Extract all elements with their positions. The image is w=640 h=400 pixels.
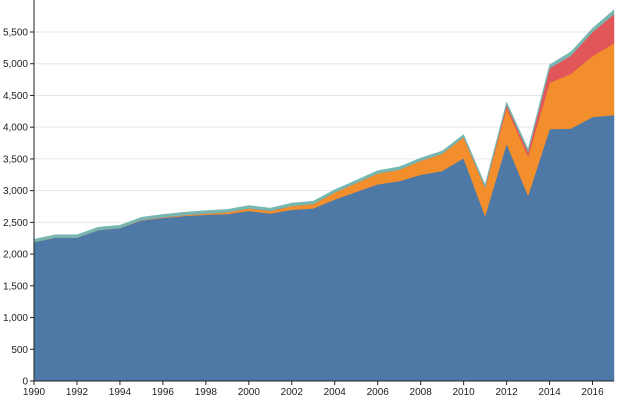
y-tick-label: 1,000: [3, 313, 28, 324]
y-tick-label: 1,500: [3, 281, 28, 292]
y-axis: 0 500 1,000 1,500 2,000 2,500 3,000 3,500 4,000 4…: [3, 0, 35, 388]
x-tick-label: 2012: [495, 387, 518, 398]
y-tick-label: 2,000: [3, 250, 28, 261]
x-tick-label: 1996: [152, 387, 175, 398]
x-tick-label: 2006: [367, 387, 390, 398]
x-tick-label: 1992: [66, 387, 89, 398]
y-tick-label: 2,500: [3, 218, 28, 229]
y-tick-label: 5,000: [3, 59, 28, 70]
x-tick-label: 1998: [195, 387, 218, 398]
x-tick-label: 2000: [238, 387, 261, 398]
x-tick-label: 2014: [538, 387, 561, 398]
y-tick-label: 5,500: [3, 28, 28, 39]
x-tick-label: 2008: [410, 387, 433, 398]
x-tick-label: 1990: [23, 387, 46, 398]
area-series: [33, 9, 615, 382]
x-tick-label: 2016: [581, 387, 604, 398]
y-tick-label: 0: [22, 377, 28, 388]
x-tick-label: 1994: [109, 387, 132, 398]
x-tick-label: 2002: [281, 387, 304, 398]
y-tick-label: 500: [11, 345, 28, 356]
y-tick-label: 3,500: [3, 154, 28, 165]
area-series-4: [33, 9, 615, 243]
y-tick-label: 3,000: [3, 186, 28, 197]
x-tick-label: 2004: [324, 387, 347, 398]
y-tick-label: 4,000: [3, 123, 28, 134]
x-axis: 1990 1992 1994 1996 1998 2000 2002 2004 2006 2008…: [23, 380, 614, 398]
x-tick-label: 2010: [453, 387, 476, 398]
y-tick-label: 4,500: [3, 91, 28, 102]
